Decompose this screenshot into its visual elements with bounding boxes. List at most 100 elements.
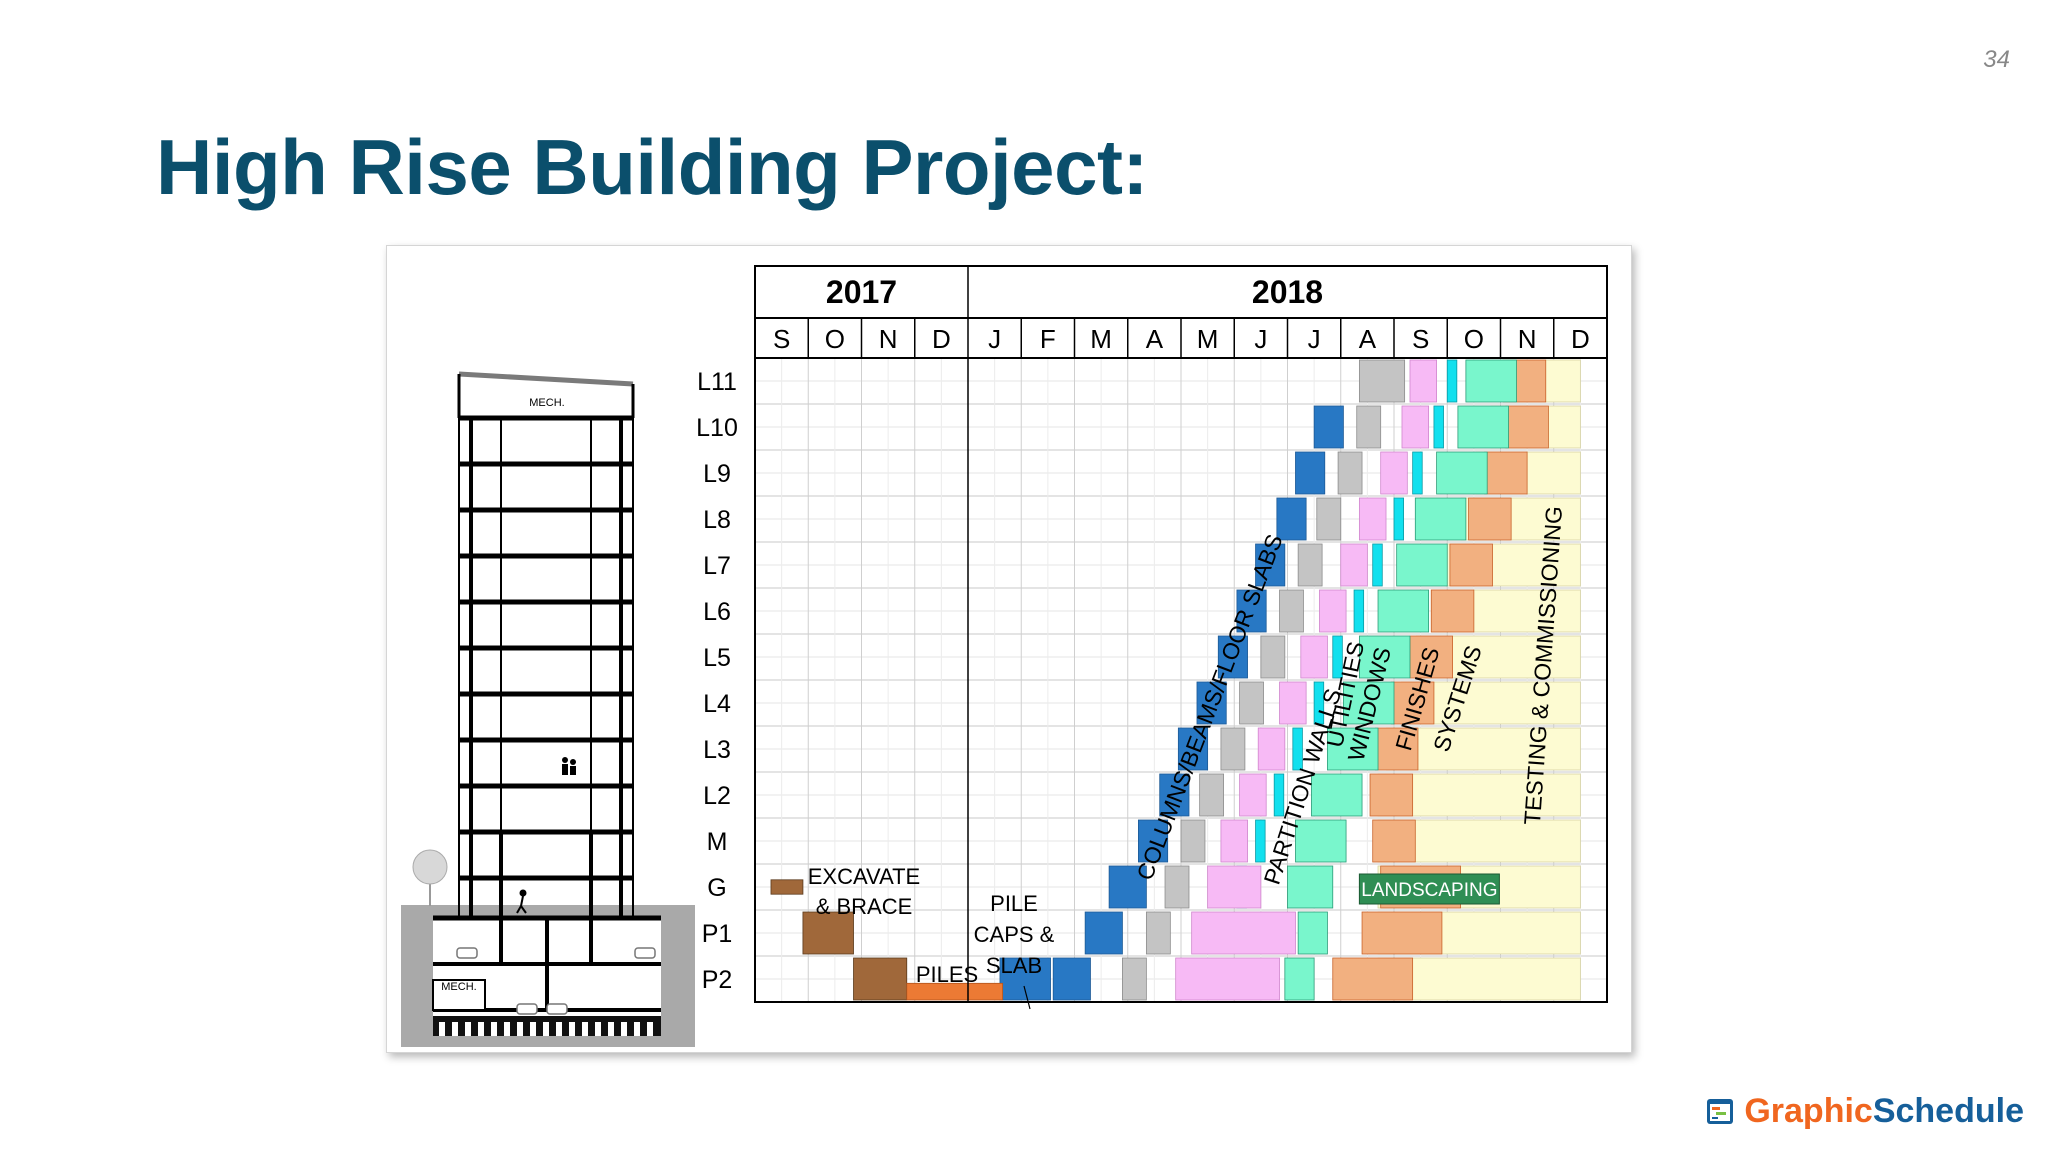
windows-bar [1412,451,1423,495]
pile-gap [647,1022,653,1036]
columns-bar [1295,451,1326,495]
columns-bar [1177,727,1209,771]
month-label: J [988,324,1001,354]
partition-bar [1297,543,1323,587]
systems-bar [1374,727,1419,771]
utilities-bar [1319,589,1347,633]
brand-name-part-a: Graphic [1744,1091,1873,1130]
utilities-bar [1300,635,1328,679]
utilities-bar [1175,957,1280,1001]
utilities-bar [1191,911,1296,955]
level-label: L10 [696,414,738,442]
pile-gap [504,1022,510,1036]
systems-bar [1505,405,1549,449]
columns-bar [1255,543,1286,587]
testing-bar [1386,727,1581,771]
utilities-bar [1279,681,1307,725]
systems-bar [1449,543,1493,587]
systems-bar [1430,589,1475,633]
pile-gap [452,1022,458,1036]
piles-bar [906,982,1004,1001]
finishes-bar [1327,727,1379,771]
utilities-bar [1239,773,1267,817]
schedule-figure: MECH. MECH. [386,245,1632,1053]
pile-gap [491,1022,497,1036]
utilities-bar [1380,451,1408,495]
car-icon [456,947,656,1015]
columns-bar [1313,405,1344,449]
level-labels: L11 L10 L9 L8 L7 L6 L5 L4 L3 L2 MG P1 P2 [696,368,738,994]
columns-bar [1084,911,1123,955]
finishes-bar [1358,635,1411,679]
windows-bar [1332,635,1343,679]
year-label: 2017 [826,274,897,310]
activity-label-excavate: EXCAVATE & BRACE [808,864,920,919]
partition-bar [1260,635,1286,679]
windows-bar [1353,589,1365,633]
finishes-bar [1414,497,1467,541]
level-label: L8 [703,506,731,534]
schedule-diagram: MECH. MECH. [401,265,1608,1047]
activity-label-line: EXCAVATE [808,864,920,889]
pile-gap [530,1022,536,1036]
windows-bar [1292,727,1303,771]
systems-bar [1372,819,1416,863]
partition-bar [1239,681,1264,725]
level-label: L6 [703,598,731,626]
building-section: MECH. MECH. [401,371,695,1047]
columns-bar [1108,865,1147,909]
roof-line [458,371,634,387]
month-label: D [1571,324,1590,354]
systems-bar [1468,497,1512,541]
slide-title: High Rise Building Project: [156,123,1148,211]
level-label: L7 [703,552,731,580]
columns-bar [1196,681,1227,725]
systems-bar [1369,773,1414,817]
calendar-logo-icon [1707,1099,1734,1124]
level-label: L3 [703,736,731,764]
level-label: L11 [697,368,737,396]
pile-gap [465,1022,471,1036]
finishes-bar [1343,681,1395,725]
mech-top-label: MECH. [529,397,564,409]
partition-bar [1199,773,1225,817]
partition-bar [1180,819,1206,863]
pile-gap [621,1022,627,1036]
foundation-piles [433,1016,661,1036]
mech-bottom-label: MECH. [441,981,476,993]
windows-bar [1393,497,1404,541]
windows-bar [1372,543,1383,587]
finishes-bar [1295,819,1347,863]
page-number: 34 [1983,46,2010,73]
excavate-bar [802,911,854,955]
month-label: A [1146,324,1164,354]
columns-bar [1052,957,1091,1001]
pile-gap [517,1022,523,1036]
month-label: D [932,324,951,354]
systems-bar [1484,451,1528,495]
finishes-bar [1311,773,1363,817]
utilities-bar [1340,543,1368,587]
partition-bar [1337,451,1363,495]
month-label: J [1308,324,1321,354]
systems-bar [1409,635,1453,679]
pile-gap [439,1022,445,1036]
activity-label-landscaping: LANDSCAPING [1361,880,1497,901]
windows-bar [1273,773,1285,817]
floor-slabs [433,415,661,1012]
partition-bar [1279,589,1304,633]
pile-gap [569,1022,575,1036]
partition-bar [1316,497,1342,541]
utilities-bar [1409,359,1437,403]
month-label: O [1464,324,1484,354]
utilities-bar [1220,819,1248,863]
utilities-bar [1358,497,1387,541]
activity-label-pile_caps: PILE CAPS & SLAB [974,891,1055,978]
month-label: S [1412,324,1429,354]
columns-bar [1276,497,1307,541]
windows-bar [1433,405,1444,449]
systems-bar [1390,681,1435,725]
finishes-bar [1436,451,1488,495]
month-label: N [879,324,898,354]
windows-bar [1446,359,1458,403]
